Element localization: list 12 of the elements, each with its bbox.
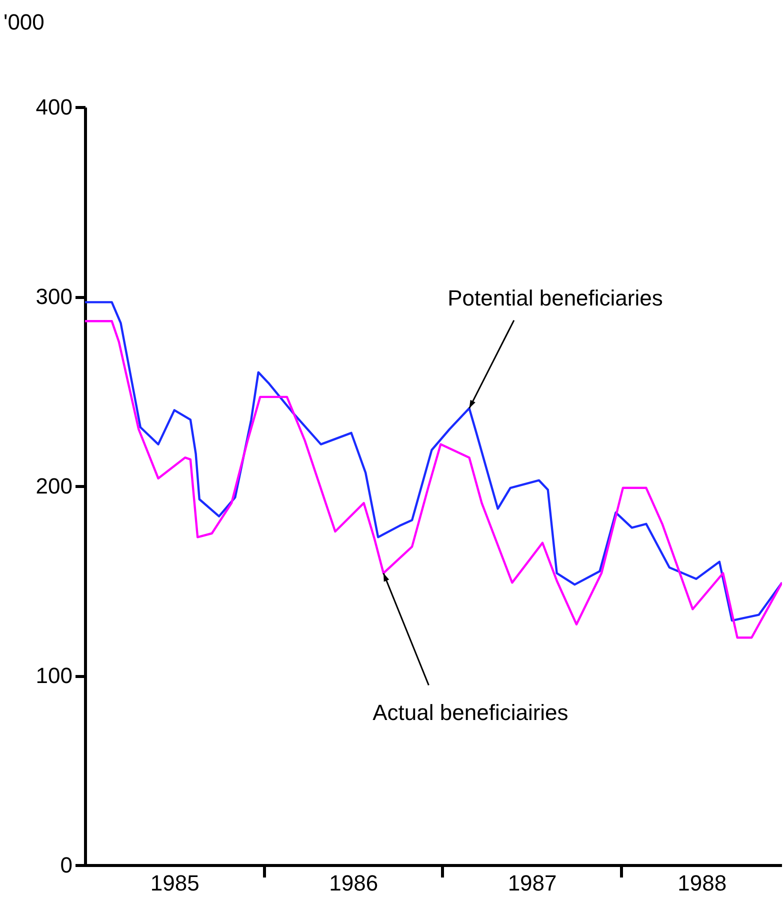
x-tick-label: 1986 — [329, 870, 378, 896]
y-tick-label: 100 — [36, 663, 72, 688]
x-tick-label: 1988 — [678, 870, 727, 896]
y-tick-label: 200 — [36, 474, 72, 498]
y-axis-title: '000 — [4, 10, 44, 34]
y-tick-label: 0 — [60, 852, 72, 878]
annotation: Actual beneficiairies — [372, 700, 568, 726]
x-tick-label: 1987 — [508, 870, 557, 896]
y-tick-label: 300 — [36, 284, 72, 309]
y-tick-label: 400 — [36, 94, 72, 120]
annotation: Potential beneficiaries — [448, 285, 663, 310]
x-tick-label: 1985 — [150, 870, 200, 896]
